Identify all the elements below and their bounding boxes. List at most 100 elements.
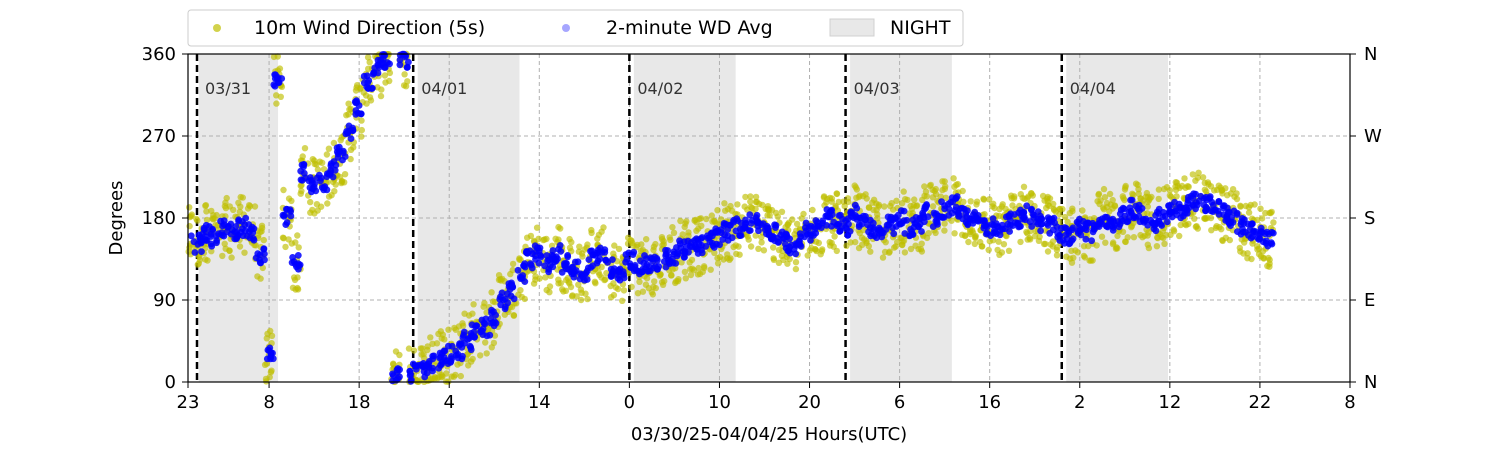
data-point — [929, 194, 937, 201]
data-point — [469, 310, 476, 317]
data-point — [219, 222, 227, 230]
data-point — [852, 238, 859, 246]
data-point — [658, 234, 666, 241]
data-point — [480, 319, 488, 327]
data-point — [588, 229, 595, 237]
data-point — [1053, 246, 1061, 254]
data-point — [1238, 218, 1245, 226]
data-point — [859, 241, 866, 248]
data-point — [876, 226, 884, 234]
data-point — [1167, 231, 1174, 239]
data-point — [194, 217, 201, 224]
data-point — [1248, 215, 1256, 222]
data-point — [1082, 235, 1090, 243]
data-point — [292, 239, 299, 246]
data-point — [555, 276, 562, 283]
data-point — [954, 180, 961, 188]
data-point — [651, 278, 658, 285]
data-point — [1101, 194, 1109, 201]
data-point — [261, 361, 269, 368]
data-point — [1181, 221, 1189, 228]
data-point — [280, 186, 287, 194]
data-point — [700, 263, 708, 270]
data-point — [685, 248, 692, 256]
data-point — [1201, 186, 1209, 193]
data-point — [746, 211, 754, 219]
data-point — [528, 264, 536, 272]
data-point — [595, 269, 602, 276]
data-point — [364, 54, 372, 61]
data-point — [634, 241, 641, 249]
data-point — [198, 248, 205, 256]
data-point — [249, 229, 257, 236]
data-point — [1068, 237, 1076, 245]
data-point — [309, 156, 316, 163]
data-point — [1135, 213, 1143, 220]
data-point — [713, 220, 720, 227]
data-point — [325, 145, 333, 152]
data-point — [1120, 205, 1128, 213]
data-point — [430, 352, 438, 360]
data-point — [996, 231, 1004, 239]
data-point — [365, 65, 372, 73]
data-point — [598, 263, 605, 271]
data-point — [747, 198, 754, 205]
data-point — [243, 232, 251, 240]
data-point — [310, 183, 318, 191]
data-point — [442, 357, 449, 364]
y-tick-label-0: 0 — [165, 372, 176, 393]
data-point — [803, 230, 811, 238]
data-point — [929, 203, 937, 210]
data-point — [290, 274, 298, 281]
data-point — [1138, 205, 1146, 212]
data-point — [1130, 212, 1138, 220]
data-point — [752, 193, 760, 201]
x-tick-label-8: 6 — [894, 392, 905, 413]
data-point — [521, 278, 529, 285]
data-point — [1135, 190, 1142, 197]
data-point — [996, 251, 1003, 258]
data-point — [806, 247, 814, 254]
data-point — [1184, 183, 1191, 190]
data-point — [257, 259, 264, 267]
data-point — [1100, 185, 1108, 193]
data-point — [703, 215, 710, 223]
y-tick-label-2: 180 — [142, 208, 176, 229]
data-point — [366, 59, 373, 66]
data-point — [681, 268, 689, 276]
data-point — [246, 202, 253, 209]
data-point — [981, 211, 988, 218]
data-point — [828, 211, 836, 218]
data-point — [682, 275, 689, 282]
data-point — [347, 135, 355, 143]
data-point — [783, 233, 791, 241]
data-point — [656, 272, 663, 279]
data-point — [424, 343, 431, 350]
data-point — [679, 248, 687, 255]
data-point — [393, 368, 401, 376]
data-point — [1157, 220, 1165, 228]
data-point — [329, 178, 337, 186]
data-point — [1268, 208, 1275, 216]
data-point — [584, 295, 591, 303]
data-point — [317, 174, 325, 182]
data-point — [185, 248, 192, 255]
data-point — [1119, 228, 1127, 235]
data-point — [1201, 215, 1208, 222]
data-point — [973, 201, 980, 208]
data-point — [579, 253, 586, 260]
data-point — [1130, 234, 1138, 241]
data-point — [1129, 190, 1136, 197]
data-point — [1110, 218, 1118, 226]
data-point — [263, 378, 270, 385]
data-point — [341, 171, 349, 178]
data-point — [307, 174, 314, 181]
data-point — [822, 212, 830, 220]
data-point — [251, 203, 259, 210]
data-point — [844, 195, 852, 202]
data-point — [847, 239, 854, 246]
data-point — [328, 192, 335, 199]
data-point — [682, 220, 689, 227]
data-point — [357, 84, 364, 92]
data-point — [1114, 245, 1121, 252]
